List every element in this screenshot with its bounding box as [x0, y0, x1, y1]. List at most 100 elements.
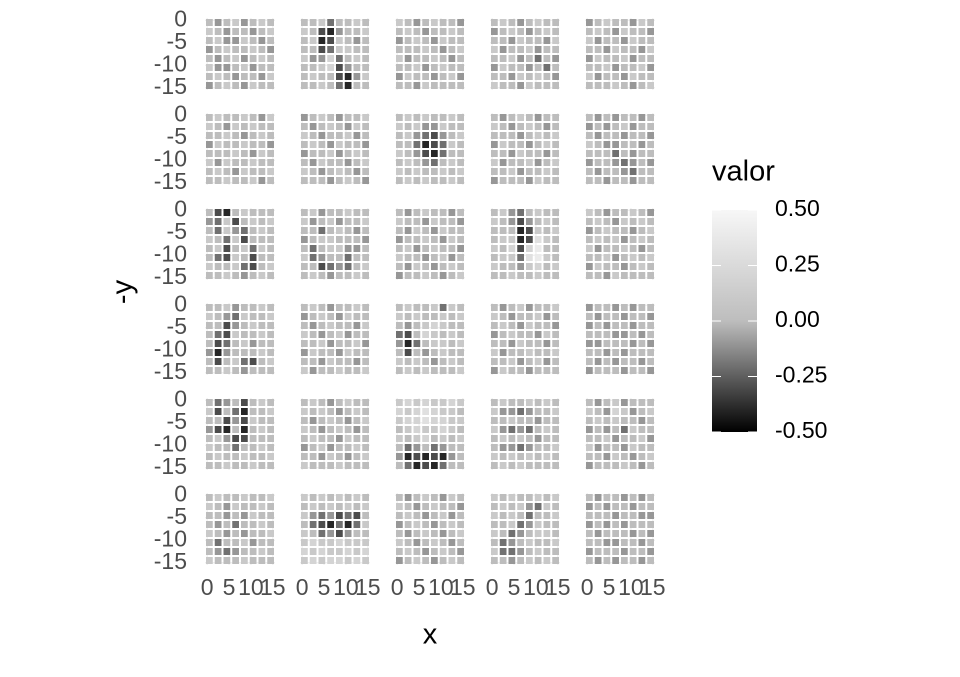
heatmap-cell: [353, 426, 361, 433]
heatmap-cell: [258, 340, 266, 347]
heatmap-cell: [517, 304, 524, 311]
heatmap-cell: [457, 114, 464, 121]
heatmap-cell: [499, 503, 507, 510]
heatmap-cell: [249, 435, 257, 442]
heatmap-cell: [362, 435, 369, 442]
heatmap-cell: [638, 37, 646, 44]
heatmap-cell: [362, 123, 369, 130]
heatmap-cell: [431, 539, 438, 546]
heatmap-cell: [457, 462, 464, 469]
heatmap-cell: [439, 123, 447, 130]
heatmap-cell: [517, 159, 524, 166]
heatmap-cell: [422, 114, 429, 121]
heatmap-cell: [413, 557, 421, 564]
heatmap-cell: [223, 340, 231, 347]
heatmap-cell: [543, 349, 551, 356]
heatmap-cell: [214, 512, 222, 519]
heatmap-cell: [431, 19, 438, 26]
heatmap-cell: [318, 218, 326, 225]
heatmap-cell: [241, 530, 248, 537]
heatmap-cell: [396, 168, 403, 175]
heatmap-cell: [336, 272, 343, 279]
heatmap-cell: [318, 46, 326, 53]
heatmap-cell: [448, 55, 456, 62]
heatmap-cell: [214, 245, 222, 252]
heatmap-cell: [336, 209, 343, 216]
heatmap-cell: [629, 512, 637, 519]
heatmap-cell: [526, 322, 533, 329]
facet-panel: [300, 493, 370, 565]
heatmap-cell: [318, 530, 326, 537]
heatmap-cell: [534, 444, 542, 451]
y-tick-label: 0: [174, 5, 187, 31]
heatmap-cell: [353, 159, 361, 166]
heatmap-cell: [344, 462, 352, 469]
heatmap-cell: [327, 114, 334, 121]
heatmap-cell: [534, 46, 542, 53]
heatmap-cell: [249, 340, 257, 347]
heatmap-cell: [431, 313, 438, 320]
heatmap-cell: [214, 462, 222, 469]
heatmap-cell: [499, 168, 507, 175]
heatmap-cell: [552, 358, 559, 365]
heatmap-cell: [309, 28, 317, 35]
heatmap-cell: [508, 340, 516, 347]
heatmap-cell: [396, 340, 403, 347]
heatmap-cell: [232, 358, 239, 365]
heatmap-cell: [534, 417, 542, 424]
heatmap-cell: [594, 530, 602, 537]
heatmap-cell: [223, 530, 231, 537]
heatmap-cell: [534, 263, 542, 270]
heatmap-cell: [439, 73, 447, 80]
heatmap-cell: [223, 132, 231, 139]
heatmap-cell: [448, 254, 456, 261]
heatmap-cell: [422, 417, 429, 424]
heatmap-cell: [621, 114, 628, 121]
heatmap-cell: [647, 132, 654, 139]
heatmap-cell: [344, 322, 352, 329]
heatmap-cell: [318, 141, 326, 148]
heatmap-cell: [353, 123, 361, 130]
heatmap-cell: [603, 462, 611, 469]
heatmap-cell: [629, 331, 637, 338]
heatmap-cell: [586, 331, 593, 338]
heatmap-cell: [267, 46, 274, 53]
heatmap-cell: [404, 503, 412, 510]
heatmap-cell: [491, 37, 498, 44]
heatmap-cell: [232, 322, 239, 329]
heatmap-cell: [439, 557, 447, 564]
heatmap-cell: [404, 272, 412, 279]
heatmap-cell: [309, 512, 317, 519]
heatmap-cell: [301, 399, 308, 406]
heatmap-cell: [431, 349, 438, 356]
heatmap-cell: [431, 236, 438, 243]
facet-panel: [395, 18, 465, 90]
heatmap-cell: [491, 557, 498, 564]
heatmap-cell: [517, 358, 524, 365]
heatmap-cell: [353, 177, 361, 184]
heatmap-cell: [413, 132, 421, 139]
heatmap-cell: [327, 209, 334, 216]
heatmap-cell: [336, 177, 343, 184]
heatmap-cell: [586, 503, 593, 510]
heatmap-cell: [638, 218, 646, 225]
heatmap-cell: [404, 417, 412, 424]
heatmap-cell: [206, 539, 213, 546]
heatmap-cell: [534, 132, 542, 139]
heatmap-cell: [603, 132, 611, 139]
heatmap-cell: [439, 313, 447, 320]
heatmap-cell: [232, 494, 239, 501]
heatmap-cell: [327, 218, 334, 225]
heatmap-cell: [629, 313, 637, 320]
heatmap-cell: [396, 245, 403, 252]
heatmap-cell: [223, 37, 231, 44]
heatmap-cell: [543, 123, 551, 130]
heatmap-cell: [431, 28, 438, 35]
heatmap-cell: [206, 349, 213, 356]
heatmap-cell: [318, 254, 326, 261]
heatmap-cell: [594, 218, 602, 225]
heatmap-cell: [267, 322, 274, 329]
heatmap-cell: [638, 426, 646, 433]
heatmap-cell: [404, 263, 412, 270]
heatmap-cell: [353, 408, 361, 415]
